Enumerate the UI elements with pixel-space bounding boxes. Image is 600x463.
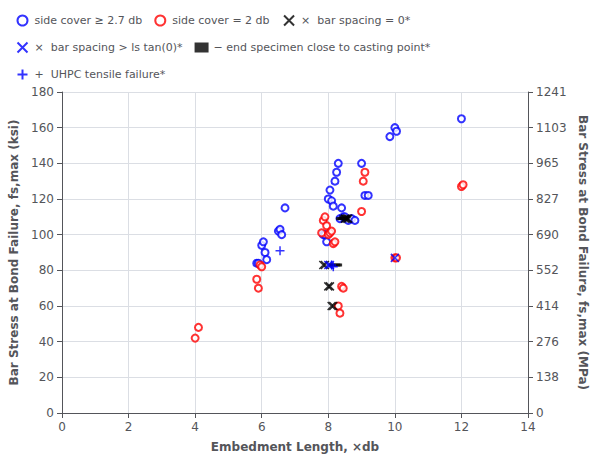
svg-text:14: 14 bbox=[520, 420, 535, 434]
svg-text:414: 414 bbox=[536, 299, 559, 313]
svg-text:Bar Stress at Bond Failure, fs: Bar Stress at Bond Failure, fs,max (MPa) bbox=[576, 115, 590, 390]
svg-text:side cover ≥ 2.7 db: side cover ≥ 2.7 db bbox=[35, 14, 143, 27]
svg-text:1103: 1103 bbox=[536, 121, 567, 135]
svg-text:965: 965 bbox=[536, 156, 559, 170]
svg-text:Embedment Length, ×db: Embedment Length, ×db bbox=[211, 440, 380, 454]
svg-text:20: 20 bbox=[39, 370, 54, 384]
svg-text:4: 4 bbox=[191, 420, 199, 434]
svg-text:80: 80 bbox=[39, 263, 54, 277]
svg-text:0: 0 bbox=[58, 420, 66, 434]
svg-text:60: 60 bbox=[39, 299, 54, 313]
svg-text:10: 10 bbox=[387, 420, 402, 434]
svg-text:40: 40 bbox=[39, 335, 54, 349]
svg-text:2: 2 bbox=[125, 420, 133, 434]
svg-text:× bar spacing = 0*: × bar spacing = 0* bbox=[301, 14, 411, 27]
svg-text:160: 160 bbox=[31, 121, 54, 135]
svg-text:0: 0 bbox=[536, 406, 544, 420]
svg-text:138: 138 bbox=[536, 370, 559, 384]
svg-text:8: 8 bbox=[324, 420, 332, 434]
svg-text:1241: 1241 bbox=[536, 85, 567, 99]
svg-text:× bar spacing > ls tan(0)*: × bar spacing > ls tan(0)* bbox=[35, 41, 184, 54]
svg-text:+ UHPC tensile failure*: + UHPC tensile failure* bbox=[35, 68, 166, 81]
svg-text:Bar Stress at Bond Failure, fs: Bar Stress at Bond Failure, fs,max (ksi) bbox=[7, 120, 21, 386]
svg-text:140: 140 bbox=[31, 156, 54, 170]
svg-text:690: 690 bbox=[536, 228, 559, 242]
svg-text:0: 0 bbox=[46, 406, 54, 420]
svg-text:552: 552 bbox=[536, 263, 559, 277]
svg-text:side cover = 2 db: side cover = 2 db bbox=[172, 14, 269, 27]
svg-text:180: 180 bbox=[31, 85, 54, 99]
svg-text:827: 827 bbox=[536, 192, 559, 206]
svg-text:276: 276 bbox=[536, 335, 559, 349]
svg-text:6: 6 bbox=[258, 420, 266, 434]
svg-text:12: 12 bbox=[454, 420, 469, 434]
svg-text:100: 100 bbox=[31, 228, 54, 242]
svg-text:− end specimen close to castin: − end specimen close to casting point* bbox=[214, 41, 431, 54]
svg-text:120: 120 bbox=[31, 192, 54, 206]
